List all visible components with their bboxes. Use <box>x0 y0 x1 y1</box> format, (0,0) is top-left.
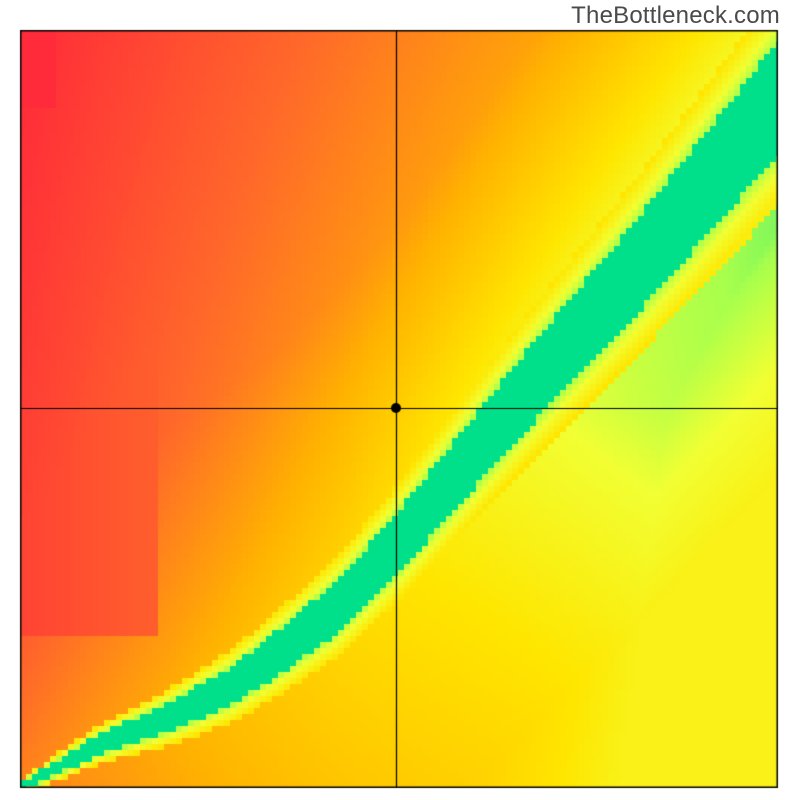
chart-container: TheBottleneck.com <box>0 0 800 800</box>
watermark-text: TheBottleneck.com <box>571 2 780 30</box>
heatmap-canvas <box>0 0 800 800</box>
